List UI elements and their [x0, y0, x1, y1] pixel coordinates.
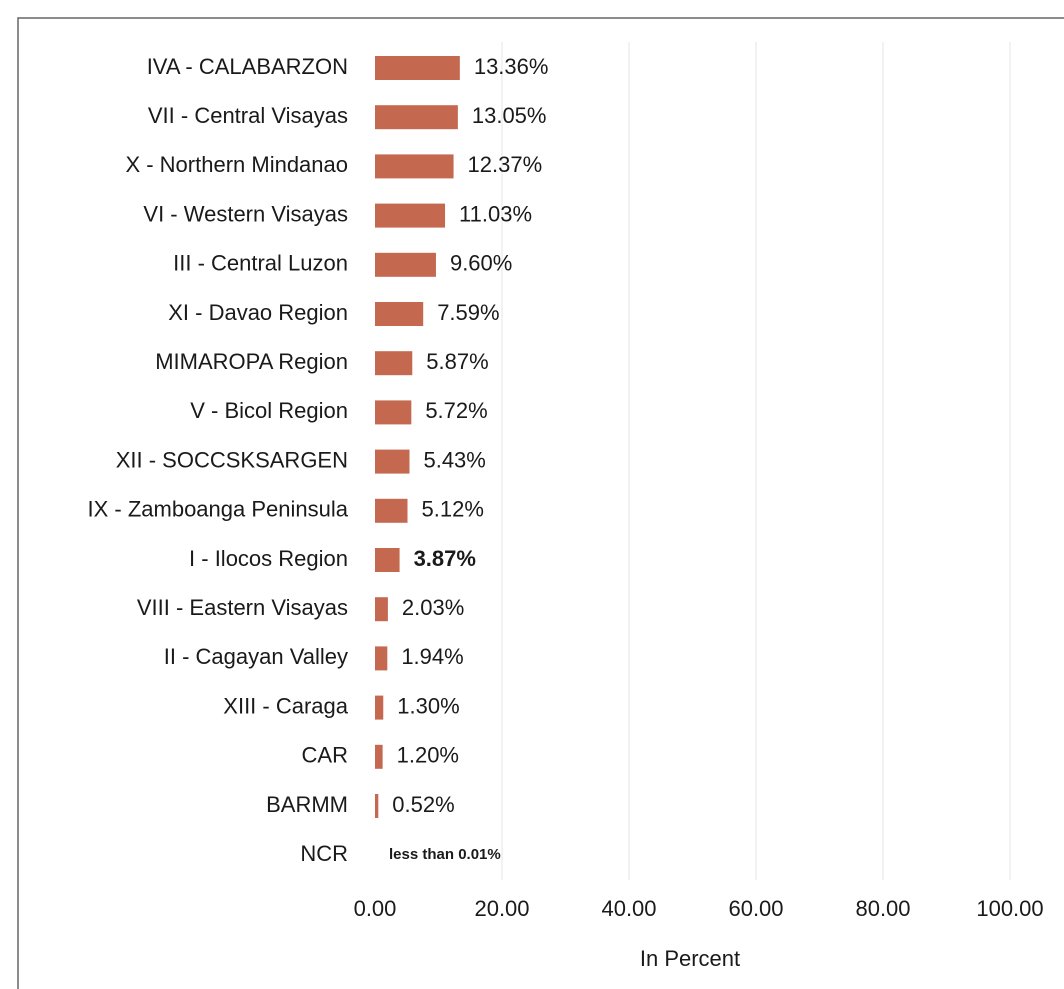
x-tick-label: 60.00 [728, 896, 783, 921]
bar [375, 302, 424, 326]
value-label: 5.12% [422, 497, 484, 522]
value-label: 5.72% [425, 398, 487, 423]
bar [375, 105, 458, 130]
bar [375, 794, 379, 818]
value-label: 1.94% [401, 644, 463, 669]
bar [375, 400, 412, 425]
y-tick-label: IVA - CALABARZON [147, 54, 348, 79]
bar [375, 597, 388, 622]
bar [375, 646, 388, 671]
y-tick-label: XII - SOCCSKSARGEN [116, 447, 348, 472]
y-tick-label: III - Central Luzon [173, 251, 348, 276]
y-tick-label: VI - Western Visayas [143, 201, 348, 226]
y-tick-label: VIII - Eastern Visayas [137, 595, 348, 620]
y-tick-label: X - Northern Mindanao [125, 152, 348, 177]
value-label: 9.60% [450, 251, 512, 276]
x-tick-label: 100.00 [976, 896, 1043, 921]
y-tick-label: VII - Central Visayas [148, 103, 348, 128]
y-tick-label: MIMAROPA Region [155, 349, 348, 374]
bar [375, 695, 384, 720]
value-label: 13.05% [472, 103, 547, 128]
value-label: 1.30% [397, 693, 459, 718]
y-tick-label: XI - Davao Region [168, 300, 348, 325]
x-tick-label: 0.00 [354, 896, 397, 921]
bar [375, 744, 383, 769]
bar [375, 548, 400, 572]
bar [375, 498, 408, 523]
x-tick-label: 40.00 [601, 896, 656, 921]
bar [375, 56, 460, 80]
value-label: 0.52% [392, 792, 454, 817]
bar [375, 154, 454, 179]
bar [375, 252, 436, 277]
bar [375, 203, 446, 228]
value-label: 3.87% [414, 546, 476, 571]
x-tick-label: 20.00 [474, 896, 529, 921]
value-label: 11.03% [459, 201, 532, 226]
value-label: 2.03% [402, 595, 464, 620]
bar [375, 449, 410, 474]
value-label: 7.59% [437, 300, 499, 325]
y-tick-label: BARMM [266, 792, 348, 817]
y-tick-label: I - Ilocos Region [189, 546, 348, 571]
y-tick-label: V - Bicol Region [190, 398, 348, 423]
chart-frame [17, 17, 1064, 989]
value-label: 5.43% [423, 447, 485, 472]
value-label: 13.36% [474, 54, 549, 79]
bar [375, 351, 413, 376]
value-label: less than 0.01% [389, 846, 501, 863]
x-tick-label: 80.00 [855, 896, 910, 921]
value-label: 12.37% [468, 152, 543, 177]
y-tick-label: CAR [302, 743, 348, 768]
x-axis-title: In Percent [640, 946, 740, 971]
y-tick-label: NCR [300, 841, 348, 866]
y-tick-label: XIII - Caraga [223, 693, 348, 718]
y-tick-label: IX - Zamboanga Peninsula [88, 497, 349, 522]
value-label: 5.87% [426, 349, 488, 374]
y-tick-label: II - Cagayan Valley [164, 644, 348, 669]
value-label: 1.20% [397, 743, 459, 768]
